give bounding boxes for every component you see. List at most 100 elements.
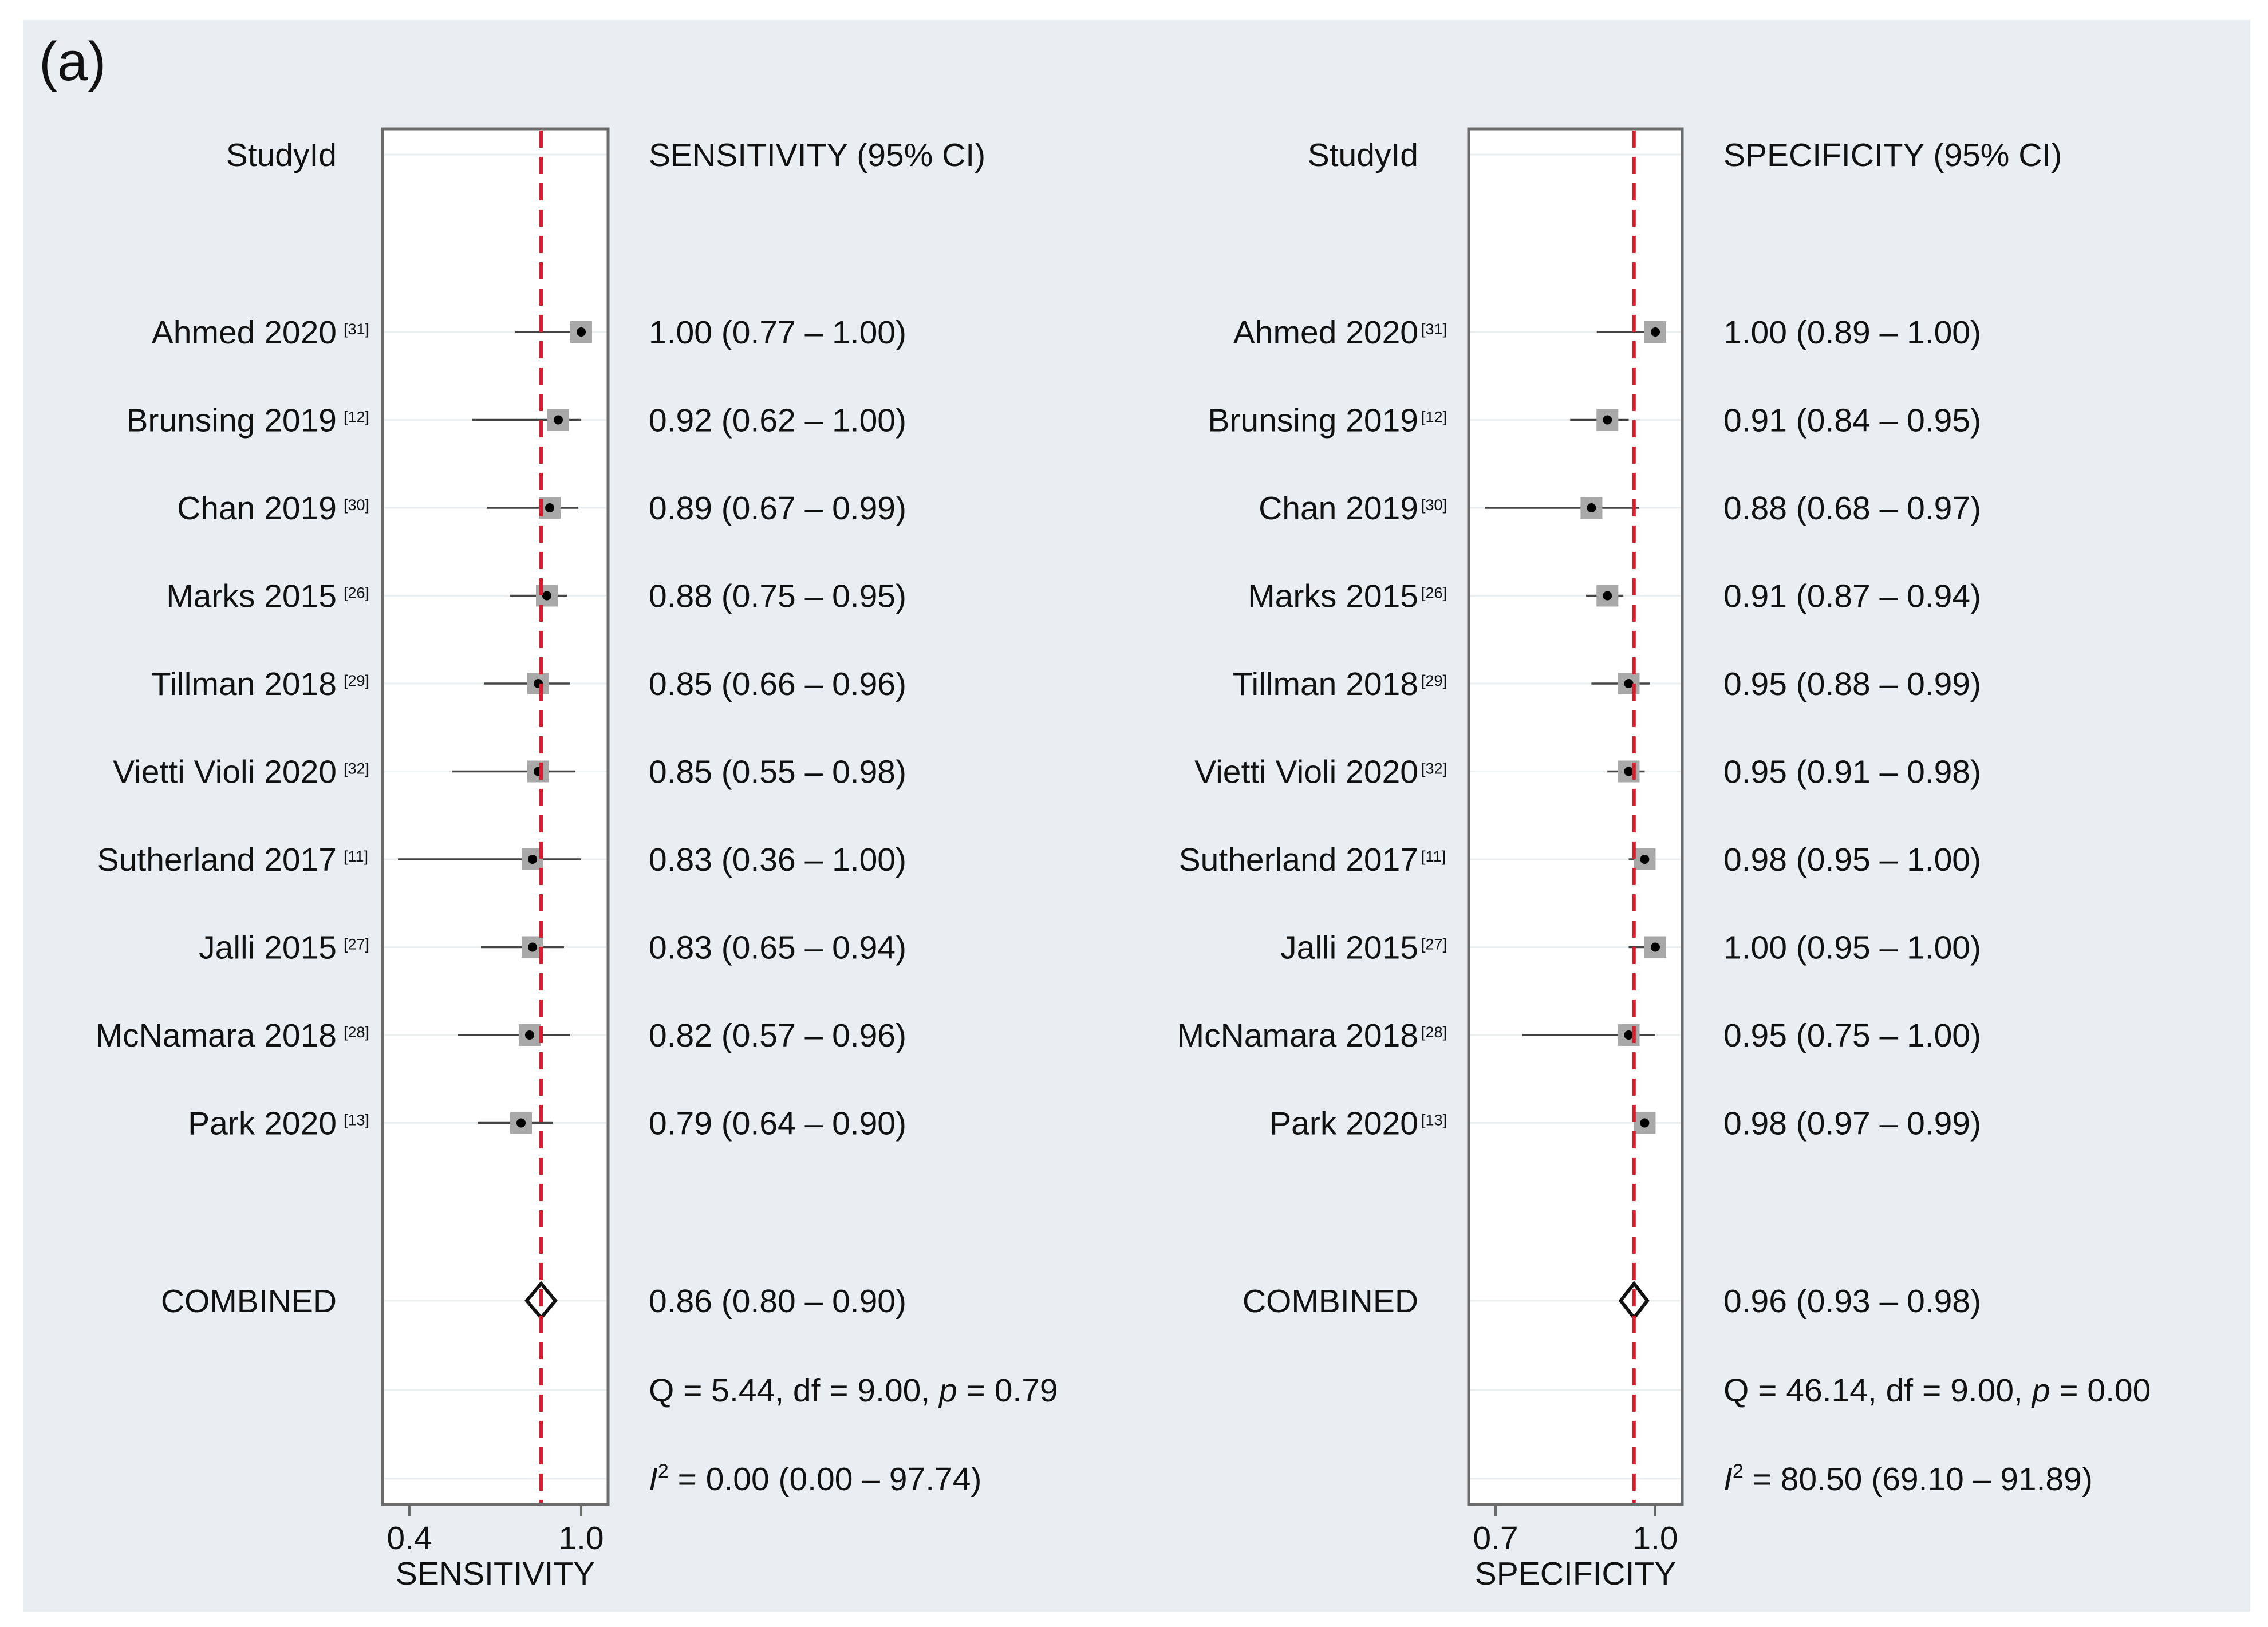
sens-study-name: Brunsing 2019 <box>126 402 337 439</box>
sens-estimate-label: 0.79 (0.64 – 0.90) <box>649 1105 906 1142</box>
sens-q-prefix: Q = <box>649 1372 711 1409</box>
spec-combined-row: COMBINED 0.96 (0.93 – 0.98) <box>1243 1281 1981 1321</box>
sens-study-ref: [32] <box>344 760 369 777</box>
spec-i2-value: = 80.50 (69.10 – 91.89) <box>1744 1461 2093 1498</box>
sens-study-name: Chan 2019 <box>177 490 337 527</box>
sens-studyid-header: StudyId <box>226 137 337 173</box>
sens-study-ref: [11] <box>344 848 368 865</box>
sens-estimate-label: 0.83 (0.36 – 1.00) <box>649 842 906 878</box>
sens-q-value: 5.44 <box>711 1372 775 1409</box>
spec-point-estimate <box>1651 942 1660 952</box>
spec-study-name: Sutherland 2017 <box>1179 842 1418 878</box>
spec-study-ref: [29] <box>1421 672 1447 689</box>
sens-p-value: = 0.79 <box>957 1372 1058 1409</box>
sens-point-estimate <box>528 855 537 864</box>
sens-i2-statistic: I2 = 0.00 (0.00 – 97.74) <box>649 1460 981 1498</box>
spec-estimate-label: 0.91 (0.87 – 0.94) <box>1723 578 1981 615</box>
panel-label: (a) <box>39 31 106 92</box>
sens-point-estimate <box>554 415 563 425</box>
spec-estimate-label: 0.88 (0.68 – 0.97) <box>1723 490 1981 527</box>
sens-x-tick-label: 0.4 <box>386 1520 432 1557</box>
sens-study-name: Vietti Violi 2020 <box>113 754 337 791</box>
spec-estimate-label: 1.00 (0.89 – 1.00) <box>1723 314 1981 351</box>
spec-study-row: McNamara 2018 [28] 0.95 (0.75 – 1.00) <box>1177 1017 1981 1054</box>
spec-combined-estimate-label: 0.96 (0.93 – 0.98) <box>1723 1283 1981 1320</box>
spec-study-ref: [28] <box>1421 1024 1447 1041</box>
sens-estimate-label: 0.89 (0.67 – 0.99) <box>649 490 906 527</box>
spec-study-ref: [27] <box>1421 936 1447 953</box>
sens-study-row: Park 2020 [13] 0.79 (0.64 – 0.90) <box>188 1105 906 1142</box>
spec-estimate-label: 1.00 (0.95 – 1.00) <box>1723 930 1981 966</box>
specificity-forest-panel: StudyId SPECIFICITY (95% CI) Ahmed 2020 [31… <box>1177 127 2151 1592</box>
spec-estimate-header: SPECIFICITY (95% CI) <box>1723 137 2062 173</box>
spec-p-symbol: p <box>2031 1372 2050 1409</box>
spec-point-estimate <box>1603 415 1612 425</box>
sens-q-statistic: Q = 5.44, df = 9.00, p = 0.79 <box>649 1372 1058 1409</box>
sens-study-row: Sutherland 2017 [11] 0.83 (0.36 – 1.00) <box>97 842 906 878</box>
spec-study-name: Ahmed 2020 <box>1233 314 1418 351</box>
spec-study-row: Vietti Violi 2020 [32] 0.95 (0.91 – 0.98) <box>1194 754 1981 791</box>
spec-x-tick-label: 0.7 <box>1473 1520 1518 1557</box>
spec-estimate-label: 0.95 (0.88 – 0.99) <box>1723 666 1981 702</box>
spec-estimate-label: 0.98 (0.95 – 1.00) <box>1723 842 1981 878</box>
sens-study-ref: [29] <box>344 672 369 689</box>
sens-study-name: Ahmed 2020 <box>152 314 337 351</box>
sens-x-tick-label: 1.0 <box>558 1520 604 1557</box>
sens-point-estimate <box>542 591 551 601</box>
spec-study-ref: [13] <box>1421 1112 1447 1129</box>
sens-estimate-label: 0.83 (0.65 – 0.94) <box>649 930 906 966</box>
spec-combined-label: COMBINED <box>1243 1283 1418 1320</box>
spec-study-row: Sutherland 2017 [11] 0.98 (0.95 – 1.00) <box>1179 842 1981 878</box>
sens-i2-symbol: I <box>649 1461 658 1498</box>
spec-i2-superscript: 2 <box>1733 1460 1744 1482</box>
sens-combined-estimate-label: 0.86 (0.80 – 0.90) <box>649 1283 906 1320</box>
sens-i2-value: = 0.00 (0.00 – 97.74) <box>669 1461 982 1498</box>
sens-estimate-header: SENSITIVITY (95% CI) <box>649 137 985 173</box>
spec-i2-statistic: I2 = 80.50 (69.10 – 91.89) <box>1723 1460 2093 1498</box>
sens-estimate-label: 0.92 (0.62 – 1.00) <box>649 402 906 439</box>
sens-study-name: Sutherland 2017 <box>97 842 337 878</box>
spec-estimate-label: 0.95 (0.75 – 1.00) <box>1723 1017 1981 1054</box>
sens-study-name: Park 2020 <box>188 1105 337 1142</box>
sens-combined-label: COMBINED <box>161 1283 337 1320</box>
spec-q-prefix: Q = <box>1723 1372 1786 1409</box>
spec-estimate-label: 0.98 (0.97 – 0.99) <box>1723 1105 1981 1142</box>
spec-study-ref: [11] <box>1421 848 1446 865</box>
spec-study-name: Chan 2019 <box>1259 490 1418 527</box>
sens-estimate-label: 0.88 (0.75 – 0.95) <box>649 578 906 615</box>
sens-study-ref: [26] <box>344 585 369 602</box>
sens-study-row: McNamara 2018 [28] 0.82 (0.57 – 0.96) <box>96 1017 906 1054</box>
sens-study-row: Jalli 2015 [27] 0.83 (0.65 – 0.94) <box>199 930 906 966</box>
spec-point-estimate <box>1640 855 1650 864</box>
sensitivity-forest-panel: StudyId SENSITIVITY (95% CI) Ahmed 2020 [31… <box>96 127 1058 1592</box>
sens-point-estimate <box>545 503 554 512</box>
sens-point-estimate <box>525 1030 534 1040</box>
sens-estimate-label: 1.00 (0.77 – 1.00) <box>649 314 906 351</box>
spec-x-axis-label: SPECIFICITY <box>1475 1555 1677 1592</box>
spec-x-tick-label: 1.0 <box>1632 1520 1678 1557</box>
spec-df: , df = 9.00, <box>1868 1372 2032 1409</box>
sens-estimate-label: 0.85 (0.66 – 0.96) <box>649 666 906 702</box>
sens-plot-frame <box>381 127 610 1506</box>
spec-point-estimate <box>1603 591 1612 601</box>
sens-study-ref: [12] <box>344 409 369 426</box>
sens-estimate-label: 0.85 (0.55 – 0.98) <box>649 754 906 791</box>
spec-study-row: Marks 2015 [26] 0.91 (0.87 – 0.94) <box>1248 578 1981 615</box>
sens-x-axis-label: SENSITIVITY <box>396 1555 595 1592</box>
spec-study-ref: [26] <box>1421 585 1447 602</box>
sens-study-row: Ahmed 2020 [31] 1.00 (0.77 – 1.00) <box>152 314 906 351</box>
spec-study-ref: [31] <box>1421 321 1447 338</box>
sens-study-name: Marks 2015 <box>166 578 337 615</box>
sens-point-estimate <box>577 327 586 337</box>
sens-p-symbol: p <box>938 1372 957 1409</box>
spec-study-row: Jalli 2015 [27] 1.00 (0.95 – 1.00) <box>1280 930 1981 966</box>
sens-estimate-label: 0.82 (0.57 – 0.96) <box>649 1017 906 1054</box>
sens-study-row: Marks 2015 [26] 0.88 (0.75 – 0.95) <box>166 578 906 615</box>
spec-study-row: Tillman 2018 [29] 0.95 (0.88 – 0.99) <box>1233 666 1981 702</box>
spec-study-ref: [32] <box>1421 760 1447 777</box>
sens-study-row: Brunsing 2019 [12] 0.92 (0.62 – 1.00) <box>126 402 906 439</box>
sens-study-row: Tillman 2018 [29] 0.85 (0.66 – 0.96) <box>151 666 906 702</box>
spec-point-estimate <box>1640 1118 1650 1128</box>
spec-plot-frame <box>1467 127 1684 1506</box>
